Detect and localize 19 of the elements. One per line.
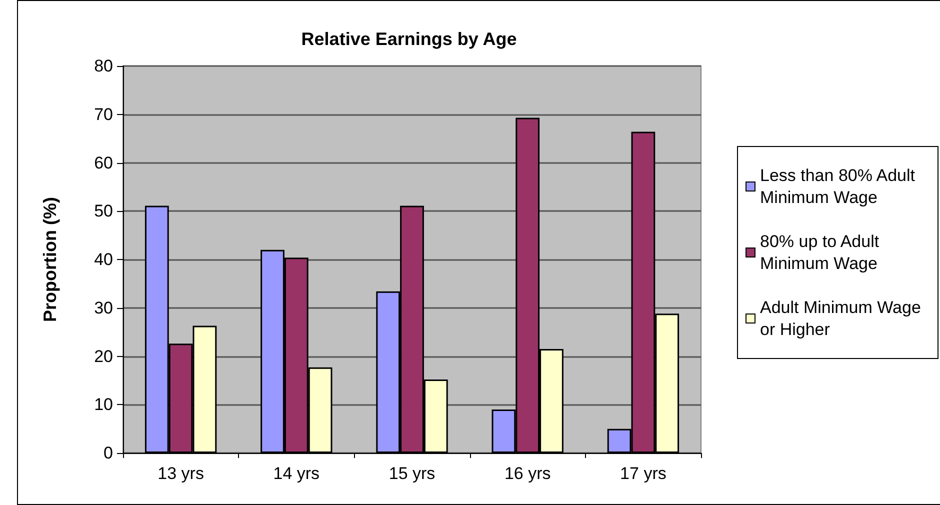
x-tick-label: 16 yrs bbox=[504, 464, 551, 483]
x-tick-label: 17 yrs bbox=[620, 464, 666, 483]
x-tick-label: 13 yrs bbox=[158, 464, 204, 483]
legend-label: 80% up to Adult Minimum Wage bbox=[760, 232, 884, 273]
legend-label: Adult Minimum Wage or Higher bbox=[760, 298, 926, 339]
y-tick-label: 10 bbox=[94, 395, 113, 414]
legend-label: Less than 80% Adult Minimum Wage bbox=[760, 166, 920, 207]
y-tick-label: 40 bbox=[94, 250, 113, 269]
chart-title: Relative Earnings by Age bbox=[301, 29, 517, 49]
y-tick-label: 70 bbox=[94, 104, 113, 124]
y-tick-label: 30 bbox=[94, 298, 113, 318]
y-tick-label: 0 bbox=[104, 444, 113, 462]
y-tick-label: 50 bbox=[94, 202, 113, 221]
x-tick-label: 14 yrs bbox=[273, 464, 320, 483]
y-tick-label: 60 bbox=[94, 153, 113, 172]
y-axis-title: Proportion (%) bbox=[40, 197, 60, 322]
y-tick-label: 80 bbox=[94, 56, 113, 76]
x-tick-label: 15 yrs bbox=[388, 464, 436, 483]
y-tick-label: 20 bbox=[94, 346, 113, 366]
